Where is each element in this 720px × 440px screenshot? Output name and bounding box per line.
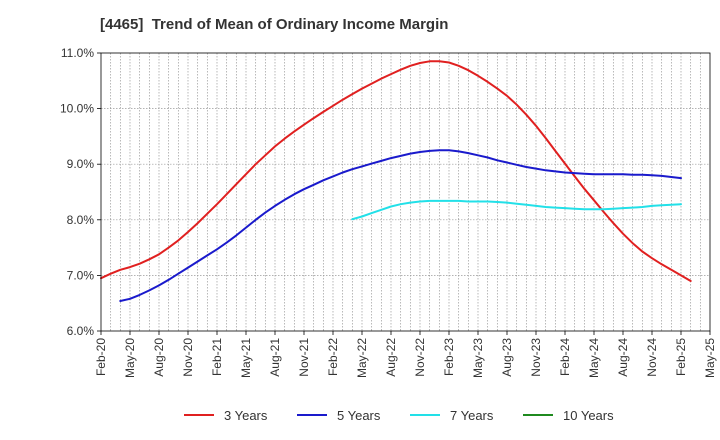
grid <box>101 53 710 331</box>
y-axis: 6.0% 7.0% 8.0% 9.0% 10.0% 11.0% <box>60 46 101 338</box>
x-tick-label: Nov-24 <box>645 338 659 377</box>
x-tick-label: Nov-22 <box>413 338 427 377</box>
x-tick-label: Nov-23 <box>529 338 543 377</box>
x-tick-label: Feb-20 <box>94 338 108 376</box>
y-tick-label: 11.0% <box>61 46 94 60</box>
x-tick-label: Aug-20 <box>152 338 166 377</box>
x-tick-label: Feb-23 <box>442 338 456 376</box>
x-tick-label: May-24 <box>587 338 601 378</box>
x-tick-label: Aug-22 <box>384 338 398 377</box>
series-line-7-years <box>351 199 682 221</box>
legend: 3 Years 5 Years 7 Years 10 Years <box>184 408 614 423</box>
chart-title: [4465] Trend of Mean of Ordinary Income … <box>100 16 449 33</box>
legend-label: 10 Years <box>563 408 614 423</box>
plot-background <box>101 53 710 331</box>
x-tick-label: Feb-25 <box>674 338 688 376</box>
x-axis: Feb-20 May-20 Aug-20 Nov-20 Feb-21 May-21 Aug-… <box>94 331 717 378</box>
y-tick-label: 10.0% <box>60 102 94 116</box>
y-tick-label: 6.0% <box>67 324 95 338</box>
y-tick-label: 9.0% <box>67 157 95 171</box>
x-tick-label: May-25 <box>703 338 717 378</box>
series-line-5-years <box>119 149 682 302</box>
legend-label: 5 Years <box>337 408 381 423</box>
y-tick-label: 7.0% <box>67 268 95 282</box>
legend-label: 3 Years <box>224 408 268 423</box>
x-tick-label: May-20 <box>123 338 137 378</box>
x-tick-label: Feb-22 <box>326 338 340 376</box>
x-tick-label: Nov-21 <box>297 338 311 377</box>
series-lines <box>100 60 692 302</box>
x-tick-label: May-23 <box>471 338 485 378</box>
x-tick-label: May-22 <box>355 338 369 378</box>
x-tick-label: May-21 <box>239 338 253 378</box>
y-tick-label: 8.0% <box>67 213 95 227</box>
x-tick-label: Aug-23 <box>500 338 514 377</box>
series-line-3-years <box>100 60 692 282</box>
plot-border <box>100 52 711 332</box>
x-tick-label: Aug-24 <box>616 338 630 377</box>
legend-label: 7 Years <box>450 408 494 423</box>
x-tick-label: Feb-24 <box>558 338 572 376</box>
x-tick-label: Aug-21 <box>268 338 282 377</box>
x-tick-label: Feb-21 <box>210 338 224 376</box>
x-tick-label: Nov-20 <box>181 338 195 377</box>
